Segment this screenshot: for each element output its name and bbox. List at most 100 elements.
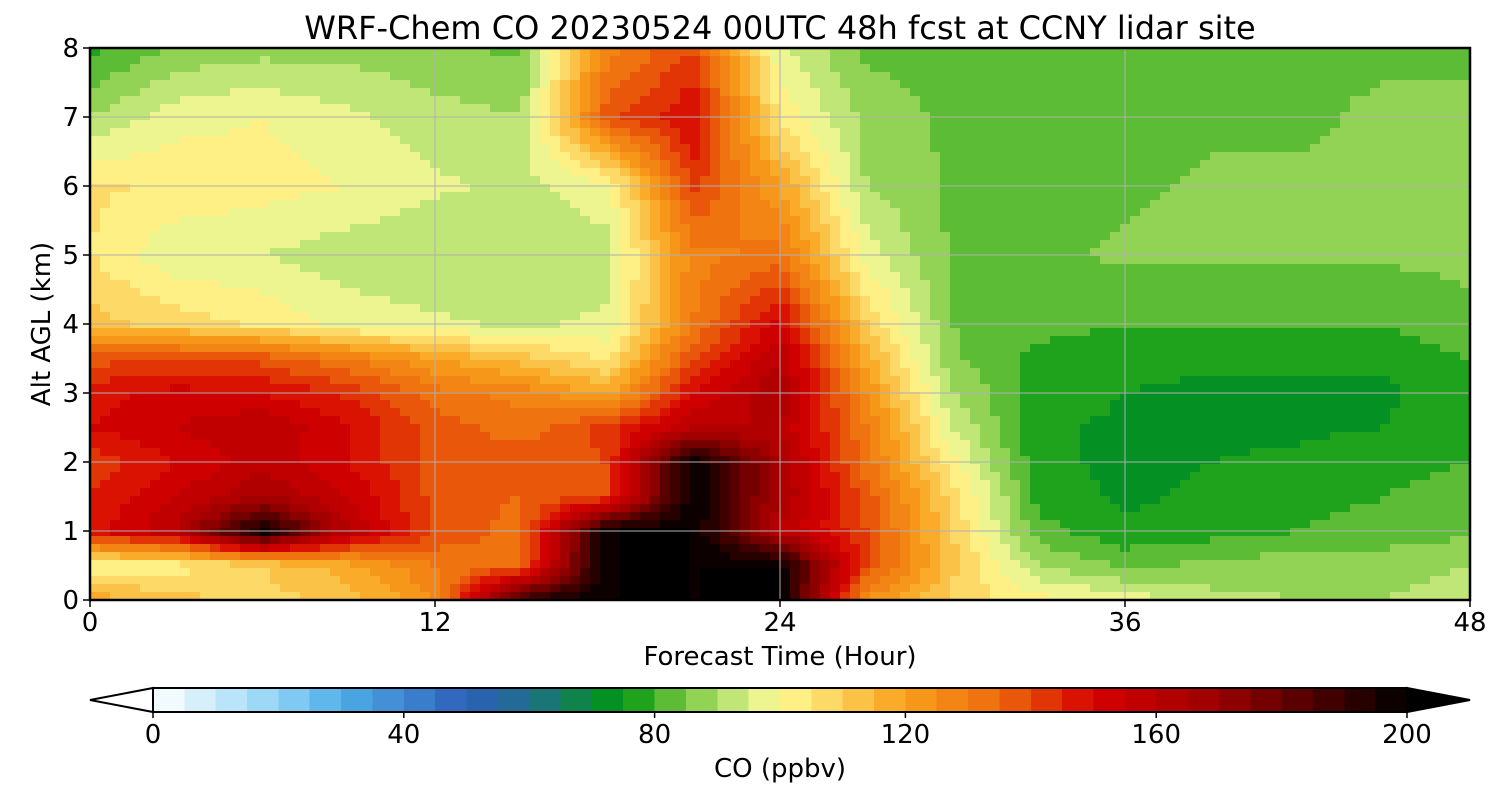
heatmap-cell (610, 480, 621, 489)
heatmap-cell (340, 496, 351, 505)
heatmap-cell (640, 472, 651, 481)
heatmap-cell (250, 96, 261, 105)
heatmap-cell (350, 376, 361, 385)
heatmap-cell (630, 304, 641, 313)
heatmap-cell (170, 64, 181, 73)
heatmap-cell (120, 520, 131, 529)
heatmap-cell (340, 352, 351, 361)
heatmap-cell (260, 72, 271, 81)
heatmap-cell (100, 456, 111, 465)
heatmap-cell (620, 304, 631, 313)
heatmap-cell (520, 168, 531, 177)
heatmap-cell (310, 72, 321, 81)
heatmap-cell (210, 560, 221, 569)
heatmap-cell (90, 416, 101, 425)
heatmap-cell (420, 328, 431, 337)
heatmap-cell (620, 88, 631, 97)
heatmap-cell (170, 80, 181, 89)
heatmap-cell (200, 272, 211, 281)
heatmap-cell (460, 280, 471, 289)
heatmap-cell (810, 200, 821, 209)
heatmap-cell (260, 432, 271, 441)
heatmap-cell (780, 48, 791, 57)
heatmap-cell (610, 280, 621, 289)
heatmap-cell (470, 176, 481, 185)
heatmap-cell (740, 512, 751, 521)
heatmap-cell (290, 240, 301, 249)
heatmap-cell (290, 448, 301, 457)
heatmap-cell (410, 424, 421, 433)
heatmap-cell (540, 536, 551, 545)
heatmap-cell (530, 552, 541, 561)
heatmap-cell (690, 528, 701, 537)
heatmap-cell (710, 352, 721, 361)
heatmap-cell (450, 280, 461, 289)
heatmap-cell (140, 176, 151, 185)
heatmap-cell (800, 504, 811, 513)
heatmap-cell (360, 536, 371, 545)
heatmap-cell (270, 496, 281, 505)
heatmap-cell (780, 336, 791, 345)
heatmap-cell (530, 208, 541, 217)
heatmap-cell (630, 488, 641, 497)
heatmap-cell (460, 264, 471, 273)
heatmap-cell (780, 168, 791, 177)
heatmap-cell (720, 272, 731, 281)
heatmap-cell (440, 400, 451, 409)
heatmap-cell (370, 128, 381, 137)
heatmap-cell (440, 256, 451, 265)
heatmap-cell (720, 392, 731, 401)
heatmap-cell (700, 192, 711, 201)
heatmap-cell (320, 432, 331, 441)
heatmap-cell (650, 512, 661, 521)
heatmap-cell (570, 352, 581, 361)
heatmap-cell (490, 104, 501, 113)
heatmap-cell (180, 496, 191, 505)
heatmap-cell (210, 400, 221, 409)
heatmap-cell (640, 432, 651, 441)
heatmap-cell (240, 472, 251, 481)
heatmap-cell (240, 400, 251, 409)
heatmap-cell (550, 488, 561, 497)
heatmap-cell (90, 520, 101, 529)
heatmap-cell (300, 584, 311, 593)
heatmap-cell (580, 56, 591, 65)
heatmap-cell (450, 184, 461, 193)
heatmap-cell (800, 120, 811, 129)
heatmap-cell (370, 88, 381, 97)
heatmap-cell (590, 72, 601, 81)
heatmap-cell (490, 376, 501, 385)
heatmap-cell (370, 336, 381, 345)
heatmap-cell (740, 48, 751, 57)
heatmap-cell (580, 568, 591, 577)
heatmap-cell (210, 72, 221, 81)
heatmap-cell (130, 104, 141, 113)
heatmap-cell (550, 112, 561, 121)
heatmap-cell (480, 568, 491, 577)
heatmap-cell (200, 568, 211, 577)
heatmap-cell (280, 576, 291, 585)
heatmap-cell (200, 136, 211, 145)
heatmap-cell (170, 376, 181, 385)
heatmap-cell (360, 152, 371, 161)
heatmap-cell (360, 184, 371, 193)
heatmap-cell (270, 352, 281, 361)
heatmap-cell (330, 152, 341, 161)
heatmap-cell (170, 480, 181, 489)
heatmap-cell (90, 592, 101, 600)
heatmap-cell (220, 336, 231, 345)
heatmap-cell (470, 56, 481, 65)
heatmap-cell (520, 584, 531, 593)
heatmap-cell (560, 104, 571, 113)
heatmap-cell (140, 376, 151, 385)
heatmap-cell (730, 416, 741, 425)
heatmap-cell (150, 384, 161, 393)
heatmap-cell (320, 64, 331, 73)
heatmap-cell (390, 240, 401, 249)
heatmap-cell (420, 64, 431, 73)
heatmap-cell (140, 240, 151, 249)
heatmap-cell (330, 384, 341, 393)
heatmap-cell (720, 576, 731, 585)
heatmap-cell (150, 96, 161, 105)
heatmap-cell (90, 216, 101, 225)
